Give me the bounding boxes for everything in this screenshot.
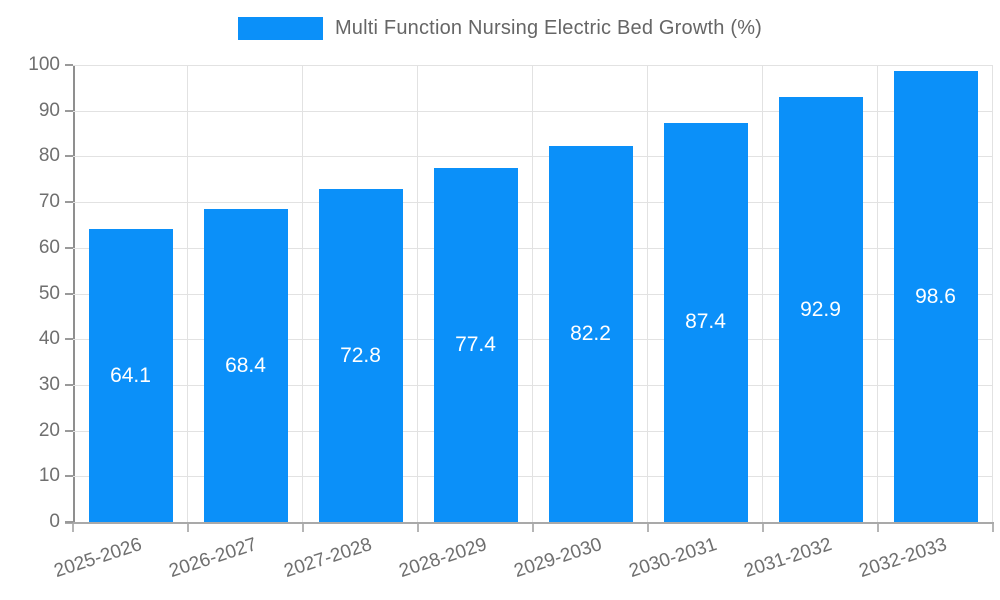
y-axis-tick-label: 90 bbox=[38, 99, 60, 121]
gridline-vertical bbox=[877, 65, 878, 522]
y-axis-tick-mark bbox=[65, 338, 73, 341]
gridline-vertical bbox=[762, 65, 763, 522]
x-axis-tick-mark bbox=[187, 524, 189, 532]
y-axis-tick-label: 70 bbox=[38, 191, 60, 213]
bar-value-label: 98.6 bbox=[915, 284, 956, 308]
plot-area: 64.1 68.4 72.8 77.4 82.2 87.4 92.9 98.6 2025-202… bbox=[51, 65, 993, 582]
x-axis-tick-label: 2025-2026 bbox=[51, 534, 144, 583]
bar[interactable]: 64.1 bbox=[88, 229, 173, 522]
y-axis-tick-label: 80 bbox=[38, 145, 60, 167]
gridline-horizontal bbox=[73, 202, 993, 204]
y-axis-tick-label: 100 bbox=[28, 54, 60, 75]
x-axis-tick-label: 2029-2030 bbox=[511, 534, 604, 583]
bar[interactable]: 77.4 bbox=[433, 168, 518, 522]
gridline-horizontal bbox=[73, 384, 993, 386]
legend-label: Multi Function Nursing Electric Bed Grow… bbox=[334, 17, 763, 39]
gridline-vertical bbox=[302, 65, 303, 522]
gridline-horizontal bbox=[73, 339, 993, 341]
bar-value-label: 68.4 bbox=[225, 353, 266, 377]
gridline-horizontal bbox=[73, 476, 993, 478]
y-axis-tick-label: 0 bbox=[49, 511, 60, 532]
gridline-horizontal bbox=[73, 247, 993, 249]
gridline-horizontal bbox=[73, 293, 993, 295]
bar-value-label: 82.2 bbox=[570, 322, 611, 346]
x-axis-tick-mark bbox=[762, 524, 764, 532]
y-axis-tick-label: 60 bbox=[38, 236, 60, 258]
x-axis-tick-mark bbox=[417, 524, 419, 532]
y-axis-tick-mark bbox=[65, 64, 73, 66]
x-axis-tick-label: 2026-2027 bbox=[166, 534, 259, 583]
bar[interactable]: 68.4 bbox=[203, 209, 288, 522]
bar-value-label: 92.9 bbox=[800, 297, 841, 321]
x-axis-tick-label: 2028-2029 bbox=[396, 534, 489, 583]
y-axis-tick-label: 20 bbox=[38, 419, 60, 441]
y-axis-tick-label: 40 bbox=[38, 328, 60, 350]
x-axis-tick-mark bbox=[72, 524, 74, 532]
y-axis-tick-label: 10 bbox=[38, 465, 60, 487]
x-axis-tick-label: 2027-2028 bbox=[281, 534, 374, 583]
bar-value-label: 77.4 bbox=[455, 333, 496, 357]
x-axis-tick-mark bbox=[877, 524, 879, 532]
y-axis-tick-mark bbox=[65, 429, 73, 432]
x-axis-tick-label: 2032-2033 bbox=[856, 534, 949, 583]
x-axis-tick-mark bbox=[532, 524, 534, 532]
y-axis-tick-mark bbox=[65, 475, 73, 478]
y-axis-tick-label: 30 bbox=[38, 373, 60, 395]
bar-value-label: 64.1 bbox=[110, 363, 151, 387]
gridline-vertical bbox=[532, 65, 533, 522]
x-axis-tick-mark bbox=[647, 524, 649, 532]
gridline-vertical bbox=[417, 65, 418, 522]
y-axis-tick-mark bbox=[65, 521, 73, 523]
x-axis-line bbox=[65, 522, 994, 524]
gridline-horizontal bbox=[73, 110, 993, 112]
x-axis-tick-mark bbox=[992, 524, 994, 532]
gridline-horizontal bbox=[73, 65, 993, 66]
bar[interactable]: 82.2 bbox=[548, 146, 633, 522]
bar[interactable]: 92.9 bbox=[778, 97, 863, 522]
gridline-vertical bbox=[992, 65, 993, 522]
gridline-horizontal bbox=[73, 430, 993, 432]
x-axis-tick-label: 2030-2031 bbox=[626, 534, 719, 583]
bar[interactable]: 98.6 bbox=[893, 71, 978, 522]
x-axis-tick-label: 2031-2032 bbox=[741, 534, 834, 583]
y-axis-tick-mark bbox=[65, 246, 73, 249]
bar[interactable]: 87.4 bbox=[663, 122, 748, 522]
y-axis-tick-mark bbox=[65, 201, 73, 204]
legend-swatch-icon bbox=[237, 17, 323, 40]
gridline-horizontal bbox=[73, 156, 993, 158]
legend-item[interactable]: Multi Function Nursing Electric Bed Grow… bbox=[0, 17, 1000, 40]
x-axis-tick-mark bbox=[302, 524, 304, 532]
y-axis-tick-mark bbox=[65, 109, 73, 112]
y-axis-tick-mark bbox=[65, 383, 73, 386]
gridline-vertical bbox=[187, 65, 188, 522]
bar[interactable]: 72.8 bbox=[318, 189, 403, 522]
y-axis-tick-mark bbox=[65, 292, 73, 295]
gridline-vertical bbox=[647, 65, 648, 522]
bar-value-label: 87.4 bbox=[685, 310, 726, 334]
y-axis-tick-mark bbox=[65, 155, 73, 158]
y-axis-tick-label: 50 bbox=[38, 282, 60, 304]
bar-value-label: 72.8 bbox=[340, 343, 381, 367]
